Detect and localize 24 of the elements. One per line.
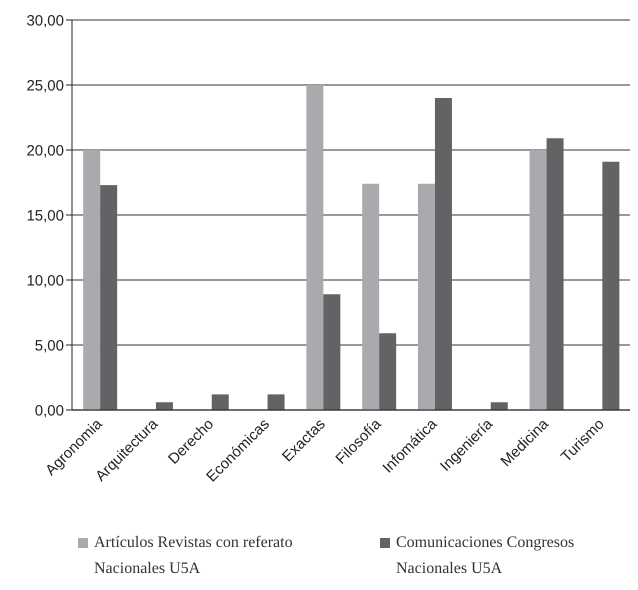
bar	[156, 402, 173, 410]
bar	[100, 185, 118, 410]
bar	[379, 333, 396, 410]
legend-label: Artículos Revistas con referato Nacionales U5A	[94, 533, 294, 579]
y-tick-label: 5,00	[34, 337, 64, 354]
bar	[546, 138, 564, 410]
bar	[490, 402, 508, 410]
y-tick-label: 15,00	[26, 207, 64, 224]
bar	[212, 394, 229, 410]
bar	[362, 184, 380, 410]
y-tick-label: 30,00	[26, 12, 64, 30]
legend-label: Comunicaciones Congresos Nacionales U5A	[396, 533, 576, 579]
bar	[83, 150, 100, 410]
y-tick-label: 20,00	[26, 142, 64, 160]
bar	[530, 150, 547, 410]
bar	[323, 294, 340, 410]
bar	[306, 85, 324, 410]
bar	[268, 394, 285, 410]
bar	[418, 184, 435, 410]
y-tick-label: 25,00	[26, 77, 64, 94]
y-tick-label: 10,00	[26, 272, 64, 290]
bar	[434, 98, 452, 410]
bar	[602, 162, 620, 410]
y-tick-label: 0,00	[34, 402, 64, 420]
